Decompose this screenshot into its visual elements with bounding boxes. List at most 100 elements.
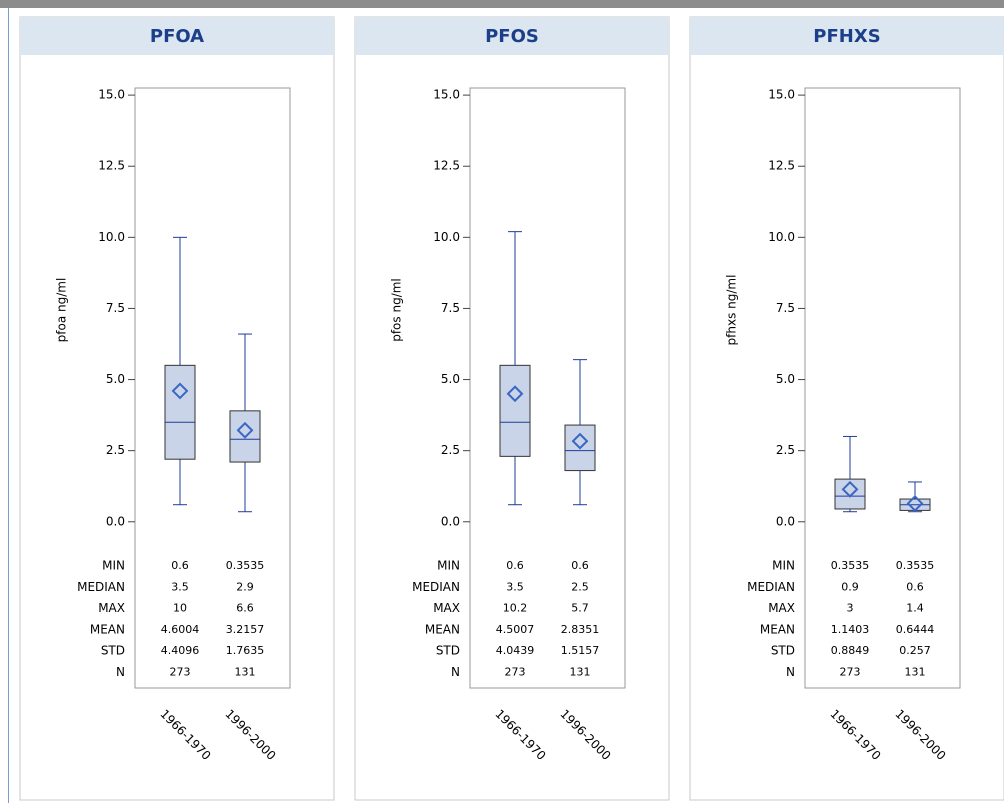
y-tick-label: 10.0 (98, 230, 125, 244)
x-tick-label: 1996-2000 (892, 707, 948, 763)
y-tick-label: 2.5 (106, 443, 125, 457)
y-tick-label: 7.5 (441, 301, 460, 315)
y-tick-label: 2.5 (776, 443, 795, 457)
stat-value: 10 (173, 602, 187, 615)
y-tick-label: 7.5 (106, 301, 125, 315)
stat-value: 3.5 (506, 580, 524, 593)
panel-header (690, 17, 1004, 55)
stat-value: 4.6004 (161, 623, 200, 636)
stat-value: 273 (505, 666, 526, 679)
stat-value: 5.7 (571, 602, 589, 615)
mean-marker (906, 495, 924, 512)
stat-label: MAX (768, 601, 795, 615)
stat-label: MEAN (90, 622, 125, 636)
stat-label: STD (101, 644, 125, 658)
y-tick-label: 7.5 (776, 301, 795, 315)
stat-value: 1.5157 (561, 644, 600, 657)
stat-value: 2.5 (571, 580, 589, 593)
box (834, 478, 866, 510)
stat-value: 2.8351 (561, 623, 600, 636)
x-tick-label: 1996-2000 (222, 707, 278, 763)
y-axis-label: pfos ng/ml (390, 278, 404, 342)
stat-label: MEAN (760, 622, 795, 636)
stat-value: 2.9 (236, 580, 254, 593)
stat-value: 10.2 (503, 602, 528, 615)
y-tick-label: 12.5 (98, 159, 125, 173)
y-axis-label: pfoa ng/ml (55, 278, 69, 343)
stat-label: MEDIAN (747, 580, 795, 594)
stat-value: 3 (847, 602, 854, 615)
stat-value: 1.1403 (831, 623, 870, 636)
stat-label: N (786, 665, 795, 679)
y-tick-label: 0.0 (441, 514, 460, 528)
stat-value: 4.0439 (496, 644, 535, 657)
y-tick-label: 0.0 (776, 514, 795, 528)
x-tick-label: 1996-2000 (557, 707, 613, 763)
stat-value: 0.8849 (831, 644, 870, 657)
y-tick-label: 5.0 (776, 372, 795, 386)
stat-label: MIN (772, 559, 795, 573)
y-tick-label: 15.0 (98, 88, 125, 102)
x-tick-label: 1966-1970 (492, 707, 548, 763)
panel (689, 16, 1004, 801)
stat-value: 0.6 (906, 580, 924, 593)
stat-label: STD (436, 644, 460, 658)
y-tick-label: 12.5 (768, 159, 795, 173)
y-tick-label: 15.0 (433, 88, 460, 102)
stat-value: 273 (170, 666, 191, 679)
panel-title: PFOS (485, 26, 539, 47)
stat-value: 0.6444 (896, 623, 935, 636)
plot-frame (469, 87, 626, 689)
stat-value: 4.4096 (161, 644, 200, 657)
stat-value: 1.7635 (226, 644, 265, 657)
stat-value: 4.5007 (496, 623, 535, 636)
stat-value: 6.6 (236, 602, 254, 615)
stat-value: 0.3535 (831, 559, 870, 572)
y-tick-label: 10.0 (768, 230, 795, 244)
y-tick-label: 10.0 (433, 230, 460, 244)
stat-label: MEAN (425, 622, 460, 636)
stat-value: 131 (905, 666, 926, 679)
stat-value: 0.3535 (896, 559, 935, 572)
stat-value: 131 (235, 666, 256, 679)
y-tick-label: 2.5 (441, 443, 460, 457)
plot-frame (134, 87, 291, 689)
mean-marker (571, 432, 589, 450)
stat-label: MIN (102, 559, 125, 573)
stat-value: 3.2157 (226, 623, 265, 636)
y-tick-label: 5.0 (441, 372, 460, 386)
stat-value: 0.6 (506, 559, 524, 572)
top-bar (0, 0, 1004, 8)
mean-marker (506, 385, 524, 403)
stat-label: MEDIAN (412, 580, 460, 594)
stat-value: 3.5 (171, 580, 189, 593)
mean-marker (171, 382, 189, 400)
mean-marker (841, 480, 859, 498)
box (164, 364, 196, 460)
stat-value: 131 (570, 666, 591, 679)
panel-title: PFOA (150, 26, 204, 47)
stat-label: MAX (433, 601, 460, 615)
y-tick-label: 15.0 (768, 88, 795, 102)
x-tick-label: 1966-1970 (827, 707, 883, 763)
y-tick-label: 5.0 (106, 372, 125, 386)
y-tick-label: 12.5 (433, 159, 460, 173)
stat-value: 0.3535 (226, 559, 265, 572)
stat-label: MAX (98, 601, 125, 615)
stat-value: 0.9 (841, 580, 859, 593)
stat-label: MEDIAN (77, 580, 125, 594)
stat-label: N (451, 665, 460, 679)
stat-value: 1.4 (906, 602, 924, 615)
stat-label: MIN (437, 559, 460, 573)
plot-frame (804, 87, 961, 689)
panel-header (20, 17, 334, 55)
mean-marker (236, 421, 254, 439)
stat-value: 0.257 (899, 644, 931, 657)
x-tick-label: 1966-1970 (157, 707, 213, 763)
stat-label: STD (771, 644, 795, 658)
y-tick-label: 0.0 (106, 514, 125, 528)
stat-value: 0.6 (171, 559, 189, 572)
stat-value: 0.6 (571, 559, 589, 572)
